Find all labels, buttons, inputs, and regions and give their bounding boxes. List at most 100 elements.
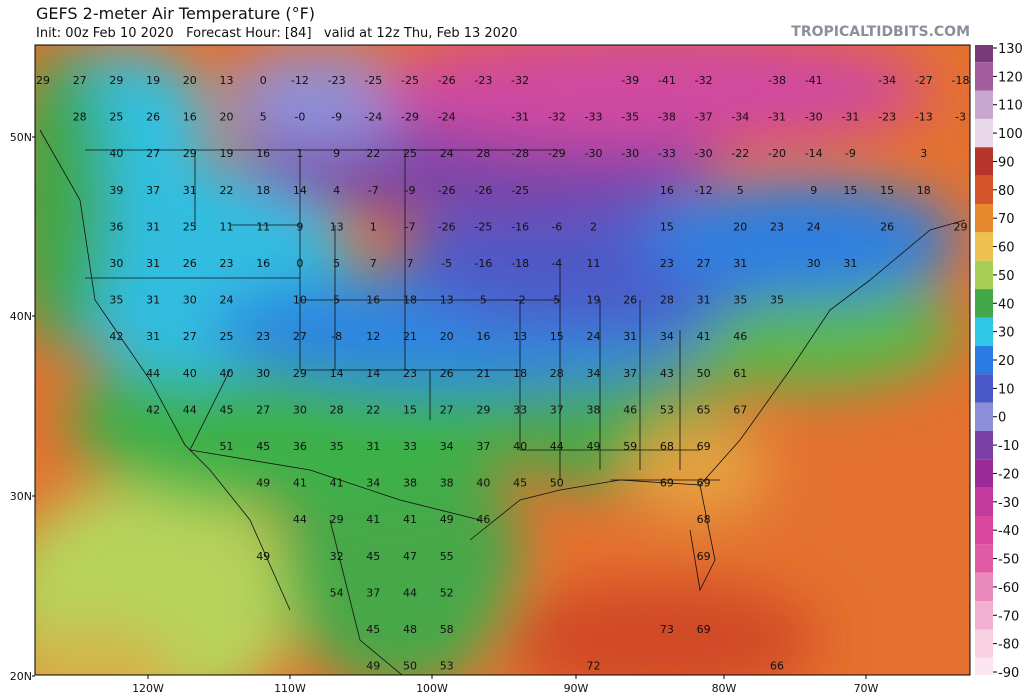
temperature-label: 27 [146, 147, 160, 160]
temperature-label: 35 [770, 294, 784, 307]
temperature-label: 68 [697, 513, 711, 526]
temperature-label: 30 [256, 367, 270, 380]
temperature-label: -23 [474, 74, 492, 87]
temperature-label: 41 [330, 477, 344, 490]
temperature-label: 16 [476, 330, 490, 343]
temperature-label: 44 [293, 513, 307, 526]
temperature-label: 37 [550, 403, 564, 416]
temperature-label: 27 [697, 257, 711, 270]
temperature-label: 28 [73, 111, 87, 124]
temperature-label: 36 [293, 440, 307, 453]
longitude-label: 110W [274, 682, 306, 695]
temperature-label: 29 [330, 513, 344, 526]
temperature-label: 16 [366, 294, 380, 307]
temperature-label: 30 [807, 257, 821, 270]
temperature-label: 34 [366, 477, 380, 490]
temperature-label: 20 [183, 74, 197, 87]
temperature-label: 39 [109, 184, 123, 197]
temperature-label: -6 [551, 220, 562, 233]
temperature-label: 31 [697, 294, 711, 307]
temperature-label: 34 [587, 367, 601, 380]
colorbar-label: 10 [998, 382, 1015, 397]
temperature-label: 46 [623, 403, 637, 416]
temperature-label: 27 [293, 330, 307, 343]
temperature-label: 23 [770, 220, 784, 233]
temperature-label: 31 [183, 184, 197, 197]
colorbar-label: -70 [998, 609, 1019, 624]
temperature-label: 22 [366, 147, 380, 160]
temperature-label: 7 [370, 257, 377, 270]
temperature-label: -27 [915, 74, 933, 87]
temperature-label: -20 [768, 147, 786, 160]
temperature-label: 5 [480, 294, 487, 307]
temperature-label: -18 [952, 74, 970, 87]
temperature-label: -16 [511, 220, 529, 233]
temperature-label: -9 [845, 147, 856, 160]
temperature-label: 54 [330, 586, 344, 599]
temperature-label: 35 [733, 294, 747, 307]
temperature-label: 11 [256, 220, 270, 233]
temperature-label: 45 [366, 550, 380, 563]
temperature-label: 53 [660, 403, 674, 416]
temperature-label: 20 [440, 330, 454, 343]
temperature-label: 38 [587, 403, 601, 416]
temperature-label: -24 [364, 111, 382, 124]
temperature-label: -25 [364, 74, 382, 87]
temperature-label: 55 [440, 550, 454, 563]
temperature-label: 44 [183, 403, 197, 416]
temperature-label: 58 [440, 623, 454, 636]
temperature-label: -41 [805, 74, 823, 87]
temperature-label: 31 [843, 257, 857, 270]
temperature-label: 41 [697, 330, 711, 343]
temperature-label: 21 [476, 367, 490, 380]
temperature-label: 5 [737, 184, 744, 197]
temperature-label: 28 [550, 367, 564, 380]
temperature-label: -33 [658, 147, 676, 160]
temperature-label: 5 [553, 294, 560, 307]
temperature-label: -7 [405, 220, 416, 233]
temperature-label: 27 [256, 403, 270, 416]
temperature-label: 13 [330, 220, 344, 233]
temperature-label: -41 [658, 74, 676, 87]
colorbar-label: 100 [998, 127, 1023, 142]
temperature-label: 3 [920, 147, 927, 160]
temperature-label: 61 [733, 367, 747, 380]
temperature-label: -32 [695, 74, 713, 87]
colorbar-segment [975, 516, 993, 545]
temperature-label: 23 [220, 257, 234, 270]
temperature-label: 33 [403, 440, 417, 453]
colorbar-segment [975, 147, 993, 176]
temperature-label: 0 [296, 257, 303, 270]
colorbar-segment [975, 289, 993, 318]
map-frame [34, 44, 971, 676]
latitude-label: 20N [10, 670, 32, 683]
temperature-label: -2 [515, 294, 526, 307]
temperature-label: 19 [220, 147, 234, 160]
temperature-label: 69 [660, 477, 674, 490]
colorbar-label: 0 [998, 411, 1006, 426]
latitude-label: 30N [10, 490, 32, 503]
temperature-label: -18 [511, 257, 529, 270]
temperature-label: 65 [697, 403, 711, 416]
temperature-label: 11 [587, 257, 601, 270]
colorbar-segment [975, 317, 993, 346]
temperature-label: 25 [183, 220, 197, 233]
temperature-label: -33 [585, 111, 603, 124]
temperature-label: 14 [293, 184, 307, 197]
temperature-label: 24 [440, 147, 454, 160]
temperature-label: 21 [403, 330, 417, 343]
temperature-label: 35 [109, 294, 123, 307]
temperature-label: 44 [146, 367, 160, 380]
temperature-label: 30 [109, 257, 123, 270]
temperature-label: 18 [403, 294, 417, 307]
temperature-label: 22 [220, 184, 234, 197]
temperature-label: 5 [333, 294, 340, 307]
colorbar-label: -80 [998, 638, 1019, 653]
temperature-label: 40 [109, 147, 123, 160]
temperature-label: -0 [294, 111, 305, 124]
temperature-label: -32 [511, 74, 529, 87]
temperature-label: 15 [843, 184, 857, 197]
colorbar-segment [975, 232, 993, 261]
colorbar-label: 70 [998, 212, 1015, 227]
colorbar-label: 80 [998, 184, 1015, 199]
